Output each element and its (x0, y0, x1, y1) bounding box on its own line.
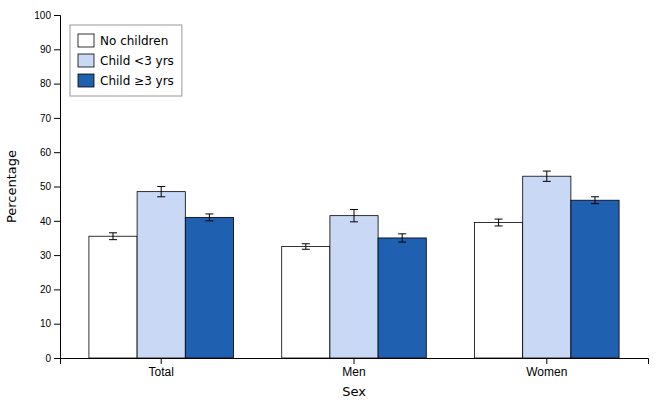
y-tick: 80 (40, 78, 60, 89)
x-tick-label: Total (149, 365, 174, 379)
x-tick-label: Women (526, 365, 567, 379)
y-tick: 30 (40, 250, 60, 261)
series (185, 197, 619, 358)
legend-frame (70, 25, 182, 96)
plot: Total Men Women 0 10 20 30 40 50 60 70 80 90 100 No ch… (34, 10, 648, 379)
bar (282, 247, 330, 358)
legend-swatch (78, 54, 94, 67)
bar (89, 236, 137, 358)
marks (89, 171, 619, 358)
y-tick: 100 (34, 10, 60, 21)
legend-label: Child ≥3 yrs (100, 74, 174, 88)
y-tick-line (54, 255, 60, 256)
chart: Total Men Women 0 10 20 30 40 50 60 70 80 90 100 No ch… (0, 0, 663, 408)
bar (378, 238, 426, 358)
legend-label: No children (100, 34, 168, 48)
y-tick-label: 90 (40, 44, 52, 55)
legend-item: No children (78, 34, 168, 48)
bar (137, 192, 185, 358)
legend: No children Child <3 yrs Child ≥3 yrs (70, 25, 182, 96)
error-bar (205, 214, 213, 221)
y-tick: 20 (40, 284, 60, 295)
x-tick-line (546, 358, 547, 364)
bar (523, 176, 571, 358)
x-tick: Women (526, 358, 567, 379)
error-bar (350, 209, 358, 221)
legend-label: Child <3 yrs (100, 54, 174, 68)
y-tick-label: 30 (40, 250, 52, 261)
x-tick: Men (342, 358, 365, 379)
x-axis: Total Men Women (61, 358, 649, 379)
y-tick-label: 80 (40, 78, 52, 89)
error-bar (302, 244, 310, 249)
y-tick-label: 100 (34, 10, 51, 21)
legend-item: Child <3 yrs (78, 54, 174, 68)
x-axis-title: Sex (342, 384, 366, 399)
bar (474, 223, 522, 358)
y-tick-line (54, 289, 60, 290)
error-bar (157, 187, 165, 197)
y-tick-label: 10 (40, 318, 52, 329)
x-tick-line (161, 358, 162, 364)
y-tick-label: 0 (45, 353, 51, 364)
error-bar (109, 233, 117, 240)
series (137, 171, 571, 358)
axis-domain (54, 16, 61, 359)
bar (571, 200, 619, 358)
x-tick: Total (149, 358, 174, 379)
axis-domain (61, 359, 649, 365)
y-tick-line (54, 358, 60, 359)
y-tick: 70 (40, 113, 60, 124)
y-tick-line (54, 118, 60, 119)
bar (330, 216, 378, 358)
y-tick-line (54, 221, 60, 222)
y-tick-label: 50 (40, 181, 52, 192)
y-tick: 60 (40, 147, 60, 158)
y-tick-label: 40 (40, 216, 52, 227)
y-tick-line (54, 15, 60, 16)
y-tick-label: 70 (40, 113, 52, 124)
y-tick: 10 (40, 318, 60, 329)
error-bar (591, 197, 599, 204)
error-bar (398, 234, 406, 242)
y-tick-label: 20 (40, 284, 52, 295)
y-tick-line (54, 324, 60, 325)
bar (185, 217, 233, 358)
y-tick: 50 (40, 181, 60, 192)
y-tick-line (54, 84, 60, 85)
y-axis: 0 10 20 30 40 50 60 70 80 90 100 (34, 10, 60, 364)
y-tick: 40 (40, 216, 60, 227)
x-tick-line (354, 358, 355, 364)
y-tick: 90 (40, 44, 60, 55)
y-tick-line (54, 49, 60, 50)
error-bar (495, 219, 503, 226)
error-bar (543, 171, 551, 181)
legend-swatch (78, 74, 94, 87)
y-tick-label: 60 (40, 147, 52, 158)
y-axis-title: Percentage (4, 150, 19, 223)
legend-swatch (78, 34, 94, 47)
y-tick-line (54, 152, 60, 153)
y-tick: 0 (45, 353, 60, 364)
x-tick-label: Men (342, 365, 365, 379)
y-tick-line (54, 187, 60, 188)
legend-item: Child ≥3 yrs (78, 74, 174, 88)
